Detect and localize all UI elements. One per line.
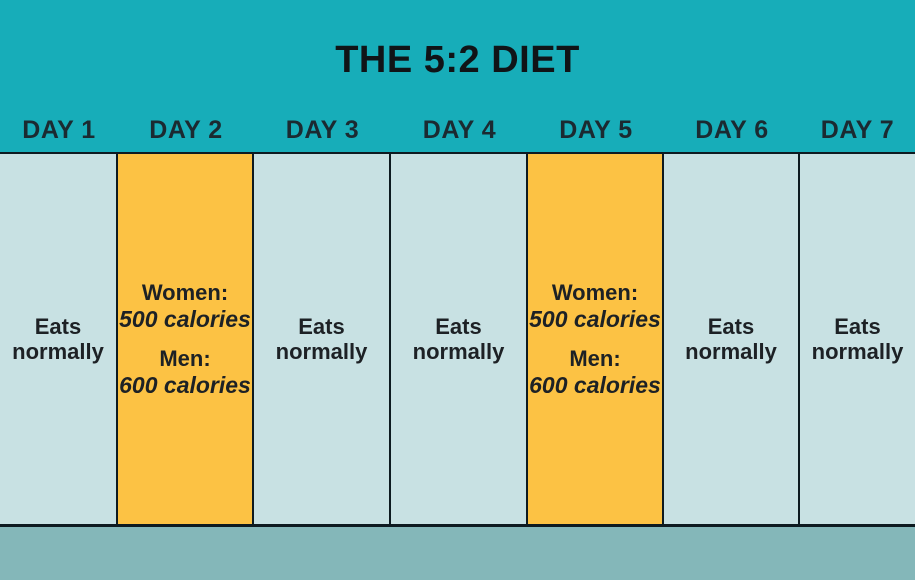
day-label-5: DAY 5	[559, 116, 633, 144]
day-6-cell-normal: Eats normally	[664, 154, 800, 524]
day-5-men-calories: 600 calories	[529, 372, 661, 398]
day-4-cell-normal: Eats normally	[391, 154, 528, 524]
day-1-cell-normal: Eats normally	[0, 154, 118, 524]
day-2-men-label: Men:	[159, 346, 211, 371]
day-label-6: DAY 6	[695, 116, 769, 144]
day-5-cell-fasting: Women: 500 calories Men: 600 calories	[528, 154, 664, 524]
header: THE 5:2 DIET DAY 1 DAY 2 DAY 3 DAY 4 DAY…	[0, 0, 915, 152]
day-5-men-group: Men: 600 calories	[529, 345, 661, 399]
day-label-2: DAY 2	[149, 116, 223, 144]
day-5-women-label: Women:	[551, 280, 639, 305]
footer-strip	[0, 527, 915, 580]
page-title: THE 5:2 DIET	[335, 39, 580, 81]
day-6-text: Eats normally	[685, 314, 777, 364]
day-cells-row: Eats normally Women: 500 calories Men: 6…	[0, 152, 915, 527]
day-label-1: DAY 1	[22, 116, 96, 144]
day-3-cell-normal: Eats normally	[254, 154, 391, 524]
day-label-7: DAY 7	[820, 116, 895, 144]
day-7-cell-normal: Eats normally	[800, 154, 915, 524]
day-2-men-group: Men: 600 calories	[119, 345, 251, 399]
day-label-row: DAY 1 DAY 2 DAY 3 DAY 4 DAY 5 DAY 6 DAY …	[0, 116, 915, 152]
day-7-text: Eats normally	[811, 314, 904, 364]
day-2-women-group: Women: 500 calories	[119, 279, 251, 333]
day-1-text: Eats normally	[12, 314, 104, 364]
day-3-text: Eats normally	[275, 314, 368, 364]
day-4-text: Eats normally	[412, 314, 505, 364]
day-2-women-calories: 500 calories	[119, 306, 251, 332]
day-5-men-label: Men:	[569, 346, 621, 371]
day-label-3: DAY 3	[285, 116, 360, 144]
day-5-women-calories: 500 calories	[529, 306, 661, 332]
day-5-women-group: Women: 500 calories	[529, 279, 661, 333]
day-2-cell-fasting: Women: 500 calories Men: 600 calories	[118, 154, 254, 524]
day-label-4: DAY 4	[422, 116, 497, 144]
day-2-men-calories: 600 calories	[119, 372, 251, 398]
day-2-women-label: Women:	[141, 280, 229, 305]
